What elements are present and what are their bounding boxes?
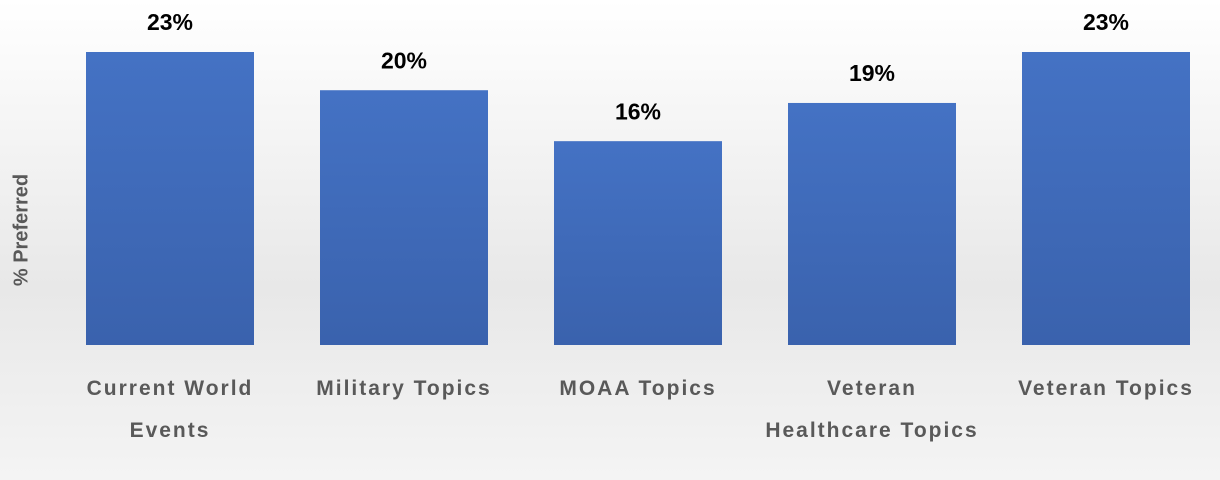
x-tick-label: Military Topics [316,377,492,400]
x-tick-label: Veteran Healthcare Topics [765,377,979,442]
x-tick-label: MOAA Topics [559,377,717,400]
x-tick-label: Veteran Topics [1018,377,1194,400]
data-label: 16% [615,98,661,124]
bar [320,90,488,345]
data-label: 20% [381,47,427,73]
bar [86,52,254,345]
x-tick-label: Current World Events [86,377,254,442]
data-label: 23% [147,9,193,35]
data-label: 23% [1083,9,1129,35]
bar [1022,52,1190,345]
bar [554,141,722,345]
y-axis-label: % Preferred [10,174,32,286]
bar [788,102,956,346]
data-label: 19% [849,60,895,86]
